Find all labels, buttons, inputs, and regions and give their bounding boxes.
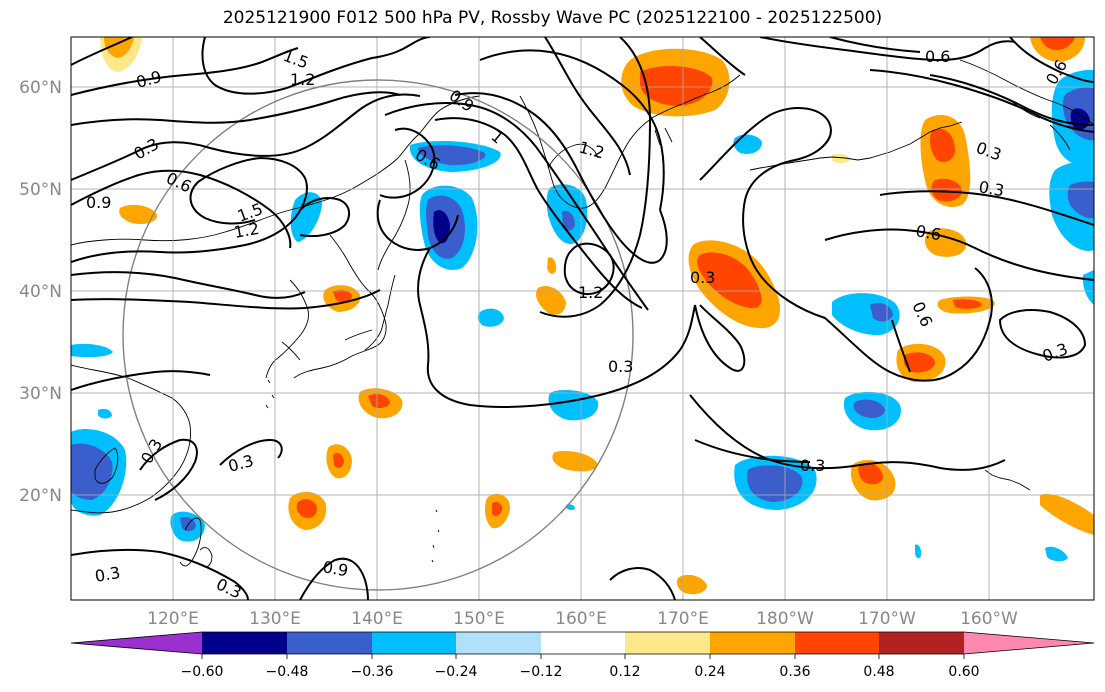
positive-anomaly <box>333 452 344 468</box>
lat-label: 50°N <box>19 180 62 200</box>
colorbar-tick-label: 0.36 <box>779 664 810 680</box>
positive-anomaly <box>104 37 134 58</box>
contour-label: 0.9 <box>321 557 349 580</box>
contour-label: 1.2 <box>290 70 315 89</box>
positive-anomaly <box>924 228 967 257</box>
positive-anomaly <box>333 289 352 303</box>
pv-contours <box>71 37 1094 600</box>
colorbar-tick-label: −0.36 <box>351 664 394 680</box>
positive-anomaly <box>547 257 557 274</box>
colorbar-segment <box>287 632 372 654</box>
lat-label: 40°N <box>19 282 62 302</box>
positive-anomaly <box>929 128 955 162</box>
contour-label: 0.3 <box>608 357 633 376</box>
colorbar-segment <box>964 632 1094 654</box>
lon-label: 170°W <box>858 609 916 629</box>
negative-anomaly <box>1067 181 1094 219</box>
reference-circle <box>122 79 634 591</box>
colorbar-segment <box>202 632 287 654</box>
positive-anomaly <box>119 204 158 225</box>
positive-anomaly <box>903 352 935 373</box>
contour-label: 0.9 <box>86 193 111 212</box>
map-title: 2025121900 F012 500 hPa PV, Rossby Wave … <box>222 8 883 28</box>
negative-anomaly <box>1045 546 1068 562</box>
positive-anomaly <box>368 394 390 409</box>
colorbar-segment <box>795 632 879 654</box>
lon-label: 150°E <box>453 609 505 629</box>
positive-anomaly <box>536 285 566 315</box>
lon-label: 140°E <box>351 609 403 629</box>
negative-anomaly <box>915 544 922 559</box>
colorbar-segment <box>541 632 625 654</box>
colorbar-tick-label: −0.48 <box>266 664 309 680</box>
positive-anomaly <box>953 299 982 309</box>
contour-label: 1.2 <box>232 219 260 242</box>
colorbar: −0.60 −0.48 −0.36 −0.24 −0.12 0.12 0.24 … <box>70 631 1095 680</box>
colorbar-tick-label: 0.60 <box>948 664 979 680</box>
positive-anomaly <box>296 499 317 518</box>
negative-anomaly <box>832 293 900 336</box>
negative-anomaly <box>433 210 450 244</box>
lon-label: 130°E <box>249 609 301 629</box>
positive-anomaly <box>858 463 883 485</box>
positive-anomaly <box>931 178 962 202</box>
negative-anomaly <box>747 465 803 502</box>
colorbar-tick-label: −0.12 <box>520 664 563 680</box>
coastlines <box>71 59 1094 568</box>
colorbar-segment <box>71 632 202 654</box>
colorbar-tick-label: 0.24 <box>694 664 725 680</box>
colorbar-tick-label: 0.12 <box>609 664 640 680</box>
colorbar-segment <box>372 632 456 654</box>
colorbar-segment <box>625 632 710 654</box>
negative-anomaly <box>71 443 113 500</box>
lat-label: 60°N <box>19 78 62 98</box>
lon-label: 180°W <box>756 609 814 629</box>
negative-anomaly <box>71 343 113 358</box>
negative-anomaly <box>98 408 112 419</box>
lon-label: 160°W <box>960 609 1018 629</box>
positive-anomaly <box>1040 37 1075 50</box>
map-frame <box>70 36 1095 601</box>
negative-anomaly <box>290 192 322 242</box>
colorbar-segment <box>710 632 795 654</box>
contour-label: 0.3 <box>690 268 715 287</box>
graticule <box>71 37 1094 600</box>
positive-anomaly <box>640 66 713 106</box>
colorbar-tick-label: −0.60 <box>181 664 224 680</box>
lat-label: 20°N <box>19 486 62 506</box>
contour-label: 0.3 <box>800 456 825 475</box>
contour-label: 0.6 <box>925 47 950 66</box>
latitude-axis: 60°N 50°N 40°N 30°N 20°N <box>19 78 62 506</box>
colorbar-tick-label: 0.48 <box>863 664 894 680</box>
negative-anomaly <box>853 399 885 418</box>
colorbar-tick-label: −0.24 <box>435 664 478 680</box>
map-area: 1.5 1.2 0.9 0.3 0.6 0.9 1.5 1.2 0.9 0.6 … <box>71 37 1094 600</box>
negative-anomaly <box>477 308 504 327</box>
longitude-axis: 120°E 130°E 140°E 150°E 160°E 170°E 180°… <box>147 609 1018 629</box>
positive-anomaly <box>492 501 503 517</box>
positive-anomaly <box>832 153 850 163</box>
contour-label: 0.3 <box>977 177 1005 200</box>
negative-anomaly <box>562 210 575 231</box>
positive-anomaly <box>676 574 707 595</box>
lon-label: 160°E <box>555 609 607 629</box>
positive-anomaly <box>697 252 762 309</box>
lon-label: 170°E <box>657 609 709 629</box>
colorbar-segment <box>879 632 964 654</box>
lon-label: 120°E <box>147 609 199 629</box>
colorbar-segment <box>456 632 541 654</box>
contour-label: 1.2 <box>578 283 603 302</box>
positive-anomaly <box>552 450 598 472</box>
positive-anomaly <box>1040 494 1094 535</box>
contour-label: 0.3 <box>93 563 121 586</box>
contour-label: 0.6 <box>914 221 942 244</box>
lat-label: 30°N <box>19 384 62 404</box>
